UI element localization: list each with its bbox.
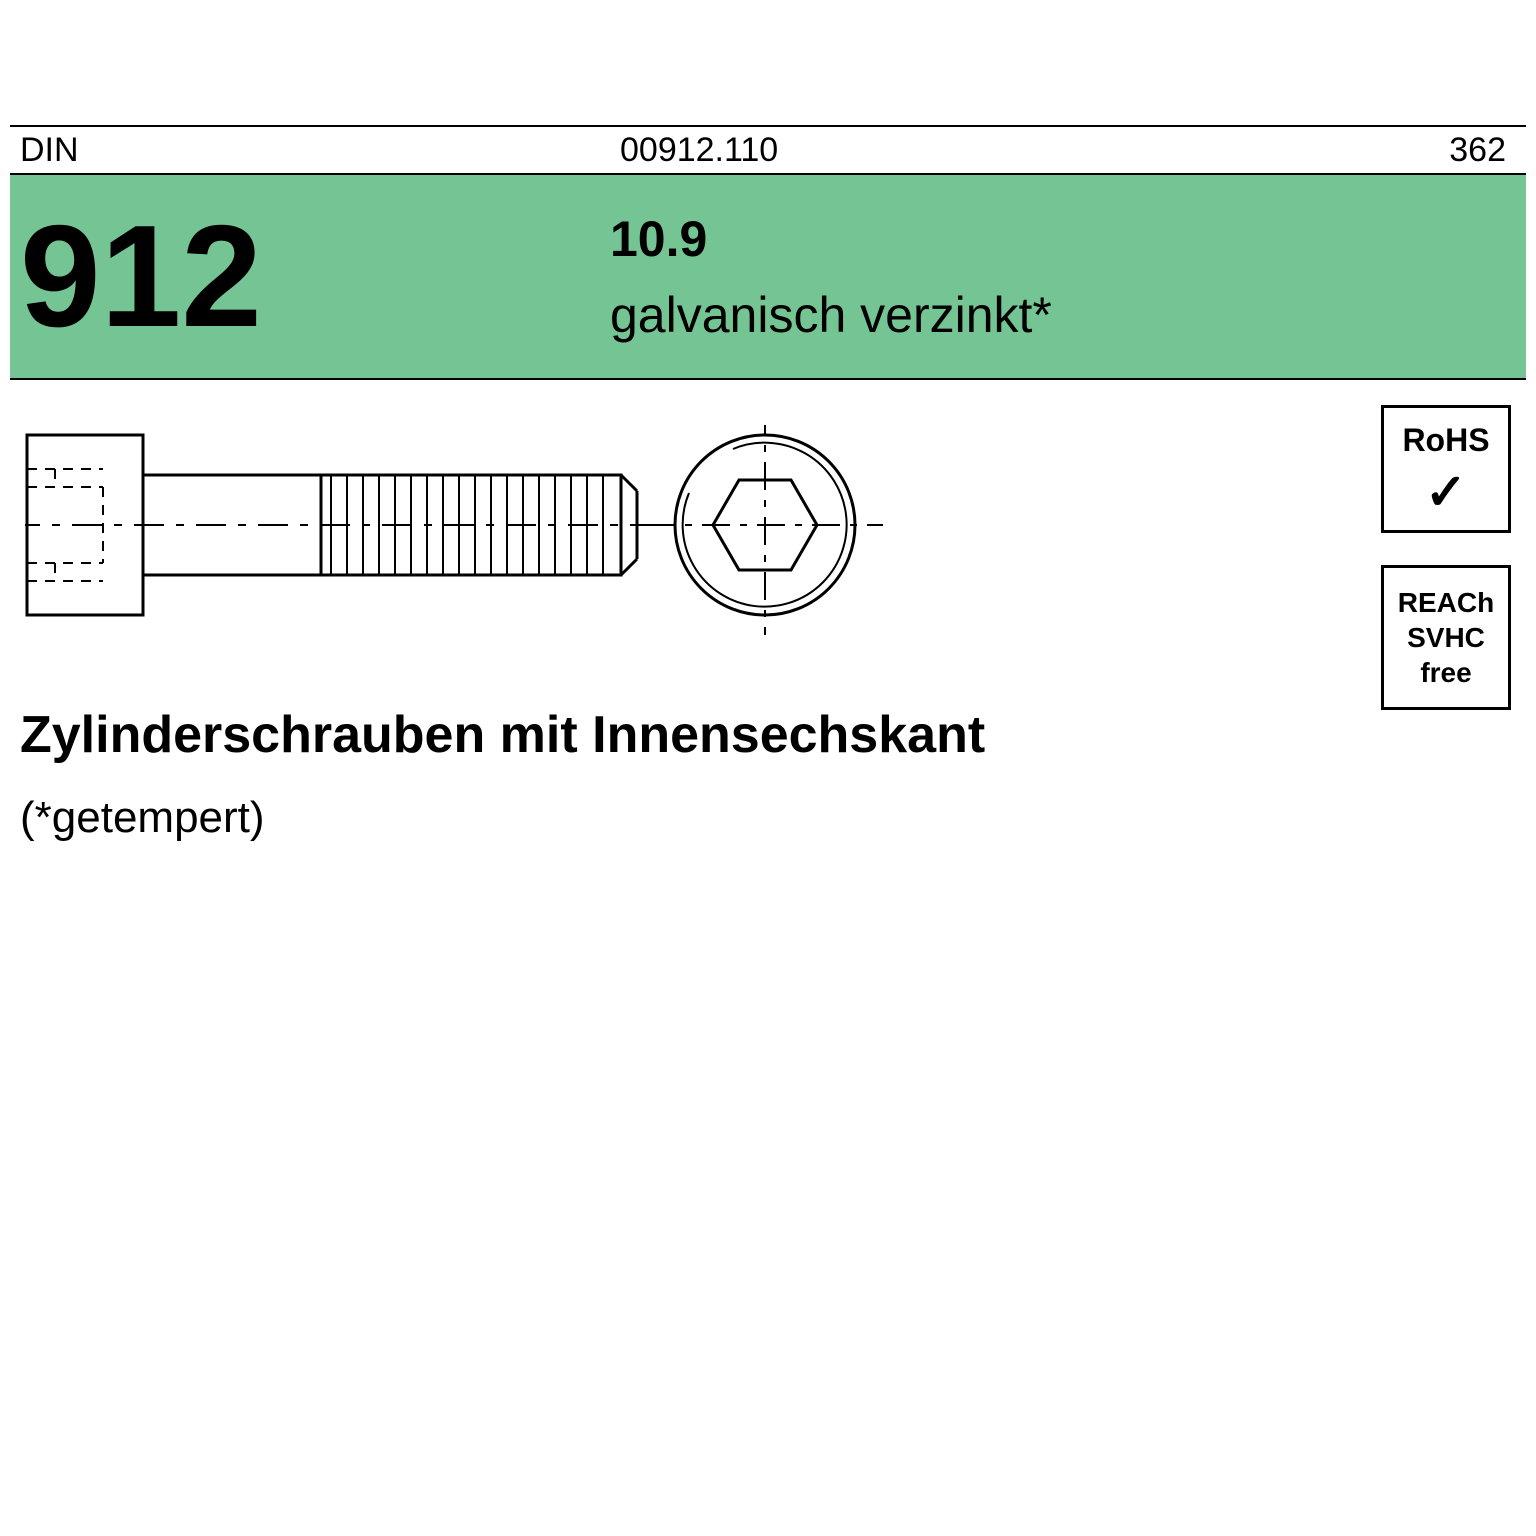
finish-text: galvanisch verzinkt* (610, 286, 1526, 344)
din-number: 912 (20, 204, 262, 349)
page-number: 362 (1426, 127, 1526, 173)
header-row: DIN 00912.110 362 (10, 125, 1526, 175)
title-area: Zylinderschrauben mit Innensechskant (*g… (10, 690, 1526, 843)
rohs-label: RoHS (1402, 422, 1489, 459)
reach-line2: SVHC (1407, 620, 1485, 655)
standard-label: DIN (10, 127, 610, 173)
reach-badge: REACh SVHC free (1381, 565, 1511, 710)
din-number-cell: 912 (10, 175, 610, 378)
rohs-badge: RoHS ✓ (1381, 405, 1511, 533)
strength-grade: 10.9 (610, 210, 1526, 268)
product-title: Zylinderschrauben mit Innensechskant (20, 705, 1526, 765)
document-code: 00912.110 (610, 127, 1426, 173)
product-note: (*getempert) (20, 793, 1526, 843)
diagram-area: RoHS ✓ REACh SVHC free (10, 380, 1526, 690)
screw-diagram (25, 425, 885, 635)
spec-details: 10.9 galvanisch verzinkt* (610, 175, 1526, 378)
check-icon: ✓ (1425, 467, 1467, 517)
reach-line1: REACh (1398, 585, 1494, 620)
reach-line3: free (1420, 655, 1471, 690)
spec-row: 912 10.9 galvanisch verzinkt* (10, 175, 1526, 380)
